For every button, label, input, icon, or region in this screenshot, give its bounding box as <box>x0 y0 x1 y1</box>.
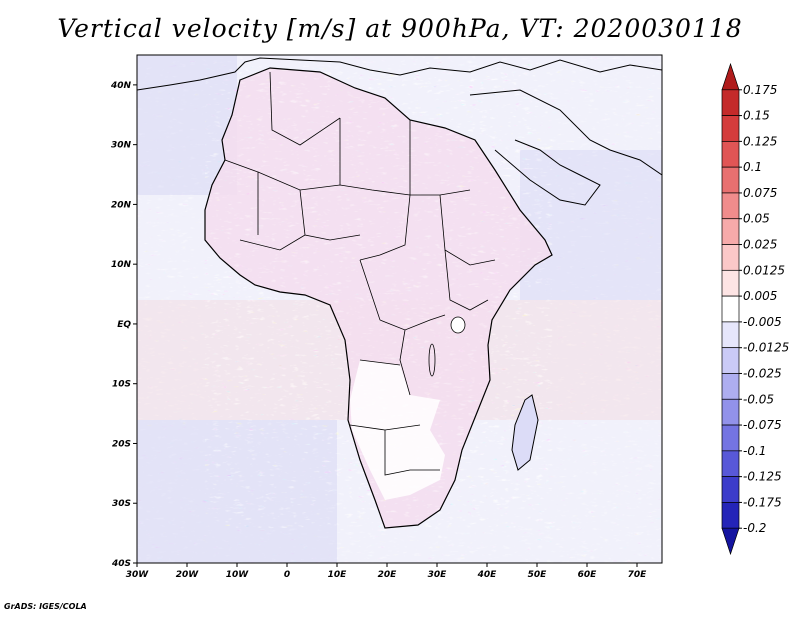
colorbar-swatch <box>721 166 740 194</box>
colorbar-swatch <box>721 527 740 556</box>
lat-label: 30S <box>112 499 131 509</box>
colorbar: 0.175 0.15 0.125 0.1 0.075 0.05 0.025 0.0125 0.0… <box>721 62 789 556</box>
colorbar-label: 0.025 <box>743 238 777 252</box>
colorbar-swatch <box>721 450 740 477</box>
africa-coastline <box>204 67 553 529</box>
lon-label: 60E <box>578 570 598 580</box>
lon-label: 0 <box>284 570 290 580</box>
colorbar-label: -0.125 <box>743 470 782 484</box>
colorbar-label: 0.0125 <box>743 263 785 277</box>
colorbar-label: 0.15 <box>743 109 770 123</box>
lat-label: EQ <box>117 320 131 330</box>
velocity-field <box>137 55 662 563</box>
lon-label: 70E <box>628 570 648 580</box>
colorbar-swatch <box>721 398 740 426</box>
colorbar-swatch <box>721 295 740 323</box>
colorbar-label: 0.175 <box>743 83 777 97</box>
colorbar-swatch <box>721 218 740 245</box>
lon-label: 20W <box>176 570 200 580</box>
colorbar-swatch <box>721 244 740 271</box>
lon-label: 30W <box>126 570 150 580</box>
lat-label: 40S <box>111 559 131 569</box>
calm-region <box>350 360 445 500</box>
colorbar-label: -0.025 <box>743 366 782 380</box>
lon-label: 40E <box>477 570 498 580</box>
lat-label: 20N <box>111 200 132 210</box>
colorbar-label: -0.175 <box>743 495 782 509</box>
colorbar-label: 0.125 <box>743 134 777 148</box>
colorbar-swatch <box>721 192 740 220</box>
madagascar-outline <box>511 394 539 471</box>
country-borders <box>224 71 496 476</box>
lat-label: 20S <box>112 439 131 449</box>
colorbar-swatch <box>721 502 740 529</box>
colorbar-label: -0.0125 <box>743 341 789 355</box>
colorbar-label: -0.1 <box>743 444 766 458</box>
colorbar-swatch <box>721 89 740 116</box>
lon-label: 50E <box>528 570 548 580</box>
colorbar-swatch <box>721 373 740 400</box>
lon-label: 10W <box>226 570 250 580</box>
lat-label: 10S <box>112 380 131 390</box>
lon-label: 30E <box>428 570 448 580</box>
credit-label: GrADS: IGES/COLA <box>4 602 87 611</box>
colorbar-swatch <box>721 141 740 168</box>
colorbar-label: 0.1 <box>743 160 762 174</box>
lat-label: 30N <box>111 141 132 151</box>
colorbar-label: 0.005 <box>743 289 777 303</box>
lon-label: 20E <box>378 570 398 580</box>
colorbar-swatch <box>721 321 740 349</box>
colorbar-label: -0.005 <box>743 315 782 329</box>
colorbar-swatch <box>721 115 740 142</box>
colorbar-swatch <box>721 62 740 91</box>
lon-label: 10E <box>328 570 348 580</box>
colorbar-label: -0.05 <box>743 392 774 406</box>
colorbar-swatch <box>721 269 740 297</box>
colorbar-swatch <box>721 476 740 503</box>
lat-label: 40N <box>110 81 132 91</box>
colorbar-swatch <box>721 347 740 374</box>
colorbar-swatch <box>721 424 740 452</box>
colorbar-label: -0.075 <box>743 418 782 432</box>
colorbar-label: 0.05 <box>743 212 770 226</box>
lat-label: 10N <box>111 260 132 270</box>
map-title: Vertical velocity [m/s] at 900hPa, VT: 2… <box>57 14 743 43</box>
plot-frame <box>136 54 663 564</box>
colorbar-label: -0.2 <box>743 521 766 535</box>
colorbar-label: 0.075 <box>743 186 777 200</box>
